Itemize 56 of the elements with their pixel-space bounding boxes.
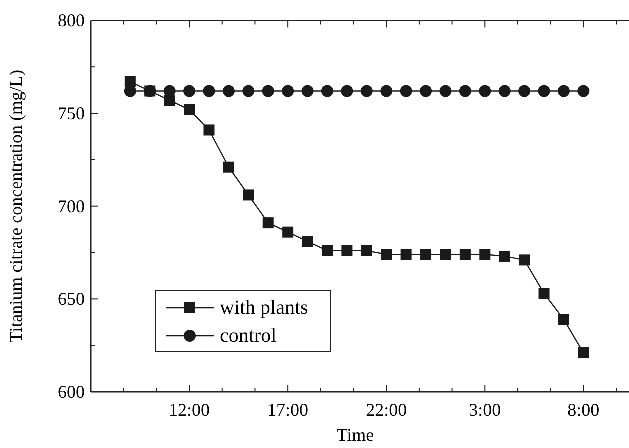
point: [499, 250, 510, 262]
point: [321, 85, 334, 98]
point: [342, 245, 353, 256]
point: [460, 249, 471, 260]
point: [400, 249, 412, 260]
point: [459, 85, 472, 98]
point: [361, 245, 372, 256]
point: [420, 249, 432, 260]
x-tick-label: 12:00: [169, 400, 210, 420]
point: [440, 85, 452, 98]
point: [184, 85, 196, 98]
point: [558, 314, 570, 326]
y-axis-title: Titanium citrate concentration (mg/L): [6, 70, 26, 343]
x-axis-title: Time: [336, 425, 374, 445]
point: [420, 85, 432, 98]
point: [519, 254, 530, 266]
point: [341, 85, 354, 98]
point: [381, 249, 392, 260]
point: [440, 249, 452, 260]
point: [380, 85, 393, 98]
point: [538, 85, 550, 98]
point: [578, 348, 590, 359]
y-tick-label: 750: [58, 104, 85, 124]
point: [302, 236, 314, 248]
point: [400, 85, 412, 98]
point: [498, 85, 511, 98]
point: [203, 85, 216, 98]
point: [538, 288, 550, 300]
point: [578, 85, 590, 98]
y-tick-label: 700: [58, 196, 85, 216]
point: [184, 104, 196, 116]
point: [479, 85, 492, 98]
point: [518, 85, 531, 98]
point: [360, 85, 373, 98]
x-tick-label: 3:00: [469, 400, 502, 420]
x-tick-label: 8:00: [568, 400, 600, 420]
point: [242, 85, 255, 98]
y-tick-label: 600: [58, 382, 85, 402]
y-tick-label: 650: [58, 289, 85, 310]
point: [243, 190, 254, 201]
point: [558, 85, 570, 98]
point: [480, 249, 491, 260]
point: [262, 85, 274, 98]
point: [223, 162, 234, 173]
x-tick-label: 17:00: [268, 400, 309, 420]
point: [222, 85, 235, 98]
point: [282, 226, 294, 238]
point: [302, 85, 314, 98]
point: [322, 245, 333, 256]
point: [204, 124, 215, 136]
legend-label: control: [220, 325, 278, 347]
point: [262, 218, 274, 229]
point: [282, 85, 294, 98]
legend-label: with plants: [220, 297, 309, 319]
x-tick-label: 22:00: [366, 400, 408, 420]
y-tick-label: 800: [58, 10, 85, 31]
